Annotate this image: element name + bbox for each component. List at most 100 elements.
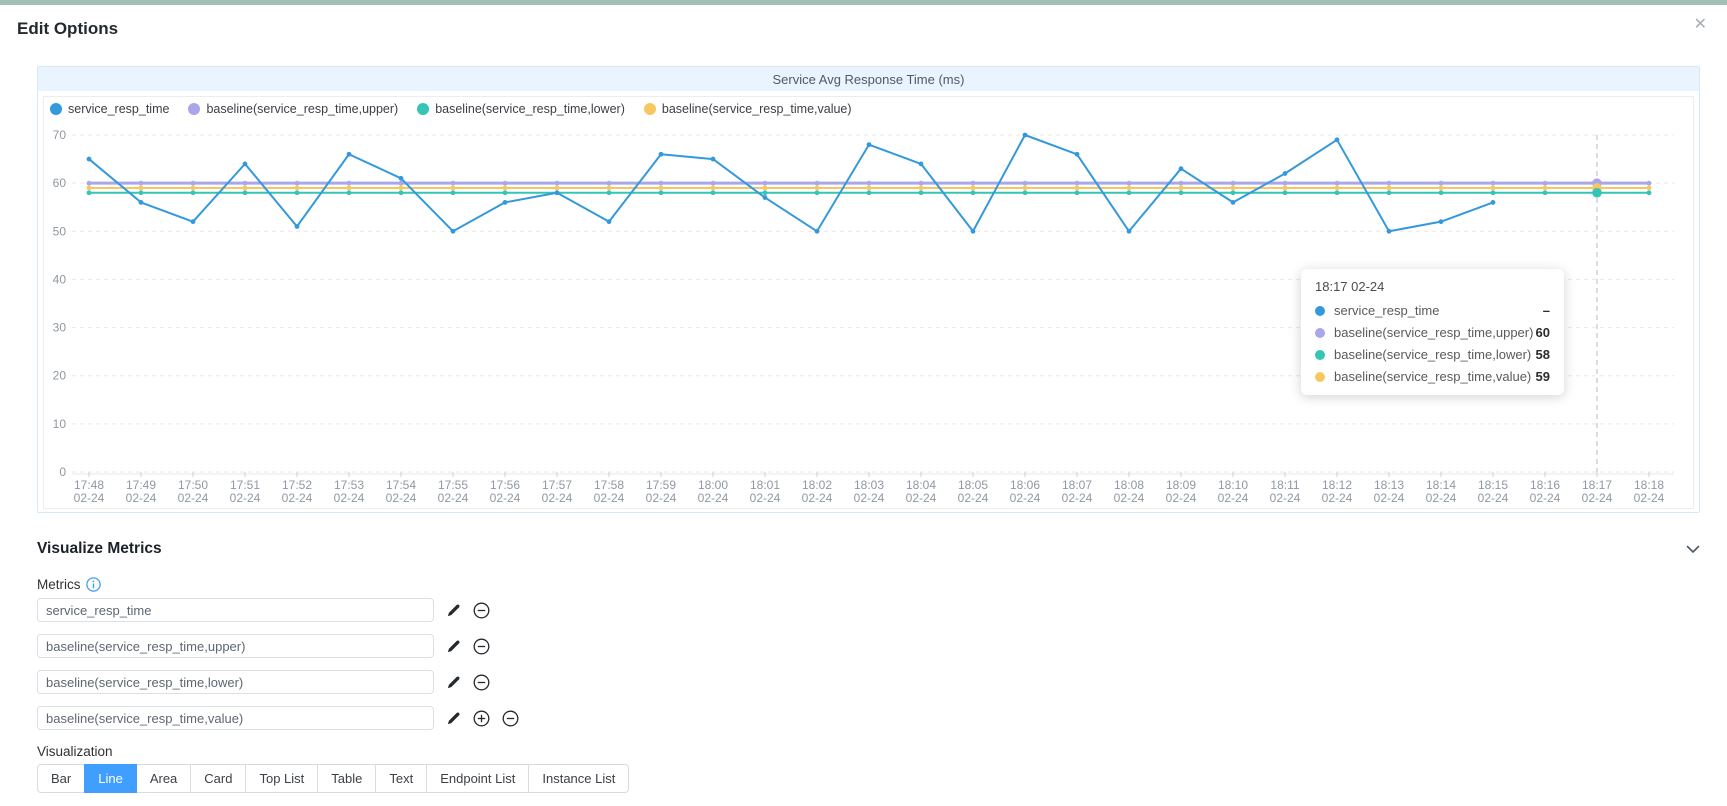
data-point	[762, 195, 768, 200]
x-axis-tick-time: 18:03	[854, 478, 884, 492]
metric-input-3[interactable]	[37, 706, 434, 730]
viz-option-card[interactable]: Card	[190, 764, 247, 793]
data-point	[1282, 180, 1288, 186]
x-axis-tick-time: 18:05	[958, 478, 988, 492]
chevron-down-icon[interactable]	[1686, 545, 1700, 554]
data-point	[1490, 200, 1496, 205]
data-point	[606, 190, 612, 196]
close-icon[interactable]: ✕	[1693, 16, 1707, 33]
data-point	[1646, 185, 1652, 191]
viz-option-line[interactable]: Line	[84, 764, 137, 793]
remove-metric-button[interactable]	[473, 638, 490, 655]
x-axis-tick-time: 18:08	[1114, 478, 1144, 492]
edit-metric-button[interactable]	[446, 711, 461, 726]
data-point	[1126, 228, 1132, 234]
data-point	[398, 175, 404, 181]
viz-option-instance-list[interactable]: Instance List	[528, 764, 630, 793]
data-point	[1126, 185, 1132, 191]
x-axis-tick-time: 17:48	[74, 478, 104, 492]
remove-metric-button[interactable]	[473, 602, 490, 619]
x-axis-tick-time: 18:01	[750, 478, 780, 492]
data-point	[1334, 190, 1340, 196]
data-point	[918, 190, 924, 196]
tooltip-row: baseline(service_resp_time,value) 59	[1315, 369, 1550, 384]
viz-option-table[interactable]: Table	[317, 764, 377, 793]
window-top-accent-bar	[0, 0, 1727, 5]
metric-row	[37, 670, 1700, 694]
x-axis-tick-time: 18:00	[698, 478, 728, 492]
data-point	[1542, 180, 1548, 186]
data-point	[554, 180, 560, 186]
page-title: Edit Options	[17, 19, 119, 38]
viz-option-endpoint-list[interactable]: Endpoint List	[426, 764, 530, 793]
data-point	[970, 180, 976, 186]
x-axis-tick-date: 02-24	[1374, 491, 1405, 505]
edit-metric-button[interactable]	[446, 639, 461, 654]
data-point	[918, 161, 924, 167]
data-point	[1542, 190, 1548, 196]
legend-item-baseline(service_resp_time,lower)[interactable]: baseline(service_resp_time,lower)	[417, 102, 625, 116]
data-point	[1126, 190, 1132, 196]
x-axis-tick-date: 02-24	[126, 491, 157, 505]
viz-option-area[interactable]: Area	[135, 764, 192, 793]
info-icon[interactable]	[85, 577, 101, 592]
remove-metric-button[interactable]	[502, 710, 519, 727]
edit-pencil-icon	[447, 711, 460, 724]
x-axis-tick-date: 02-24	[698, 491, 729, 505]
x-axis-tick-time: 18:07	[1062, 478, 1092, 492]
data-point	[866, 142, 872, 148]
legend-item-baseline(service_resp_time,upper)[interactable]: baseline(service_resp_time,upper)	[188, 102, 398, 116]
visualization-button-group: Bar Line Area Card Top List Table Text Endpoint…	[37, 764, 1700, 793]
data-point	[242, 190, 248, 196]
x-axis-tick-time: 17:56	[490, 478, 520, 492]
chart-plot[interactable]: 01020304050607017:4802-2417:4902-2417:50…	[44, 97, 1693, 508]
viz-option-bar[interactable]: Bar	[37, 764, 86, 793]
metric-input-1[interactable]	[37, 634, 434, 658]
legend-label: baseline(service_resp_time,value)	[661, 102, 852, 116]
viz-option-top-list[interactable]: Top List	[245, 764, 319, 793]
x-axis-tick-time: 18:11	[1270, 478, 1299, 492]
visualization-label: Visualization	[37, 744, 113, 759]
data-point	[138, 190, 144, 196]
visualize-metrics-header[interactable]: Visualize Metrics	[37, 540, 1700, 558]
edit-metric-button[interactable]	[446, 675, 461, 690]
legend-label: baseline(service_resp_time,upper)	[206, 102, 399, 116]
data-point	[190, 185, 196, 191]
edit-metric-button[interactable]	[446, 603, 461, 618]
data-point	[1178, 166, 1184, 172]
data-point	[866, 190, 872, 196]
chart-card: Service Avg Response Time (ms) service_r…	[37, 66, 1700, 513]
data-point	[710, 185, 716, 191]
x-axis-tick-time: 18:10	[1218, 478, 1248, 492]
data-point	[450, 190, 456, 196]
legend-item-service_resp_time[interactable]: service_resp_time	[50, 102, 169, 116]
x-axis-tick-date: 02-24	[1530, 491, 1561, 505]
remove-metric-button[interactable]	[473, 674, 490, 691]
x-axis-tick-date: 02-24	[646, 491, 677, 505]
data-point	[1438, 185, 1444, 191]
x-axis-tick-time: 18:14	[1426, 478, 1456, 492]
data-point	[294, 180, 300, 186]
data-point	[242, 185, 248, 191]
viz-option-text[interactable]: Text	[375, 764, 428, 793]
legend-label: service_resp_time	[68, 102, 170, 116]
legend-item-baseline(service_resp_time,value)[interactable]: baseline(service_resp_time,value)	[643, 102, 852, 116]
tooltip-series-dot	[1315, 305, 1325, 316]
x-axis-tick-time: 18:13	[1374, 478, 1404, 492]
y-axis-tick-label: 60	[53, 176, 67, 190]
x-axis-tick-date: 02-24	[958, 491, 989, 505]
x-axis-tick-date: 02-24	[282, 491, 313, 505]
data-point	[1230, 185, 1236, 191]
tooltip-series-name: baseline(service_resp_time,lower)	[1334, 347, 1532, 362]
y-axis-tick-label: 0	[59, 465, 66, 479]
metric-input-0[interactable]	[37, 598, 434, 622]
x-axis-tick-time: 17:49	[126, 478, 156, 492]
metric-row	[37, 706, 1700, 730]
data-point	[294, 185, 300, 191]
data-point	[606, 185, 612, 191]
add-metric-button[interactable]	[473, 710, 490, 727]
data-point	[1490, 180, 1496, 186]
metric-input-2[interactable]	[37, 670, 434, 694]
data-point	[606, 219, 612, 225]
tooltip-series-value: 59	[1535, 369, 1550, 384]
